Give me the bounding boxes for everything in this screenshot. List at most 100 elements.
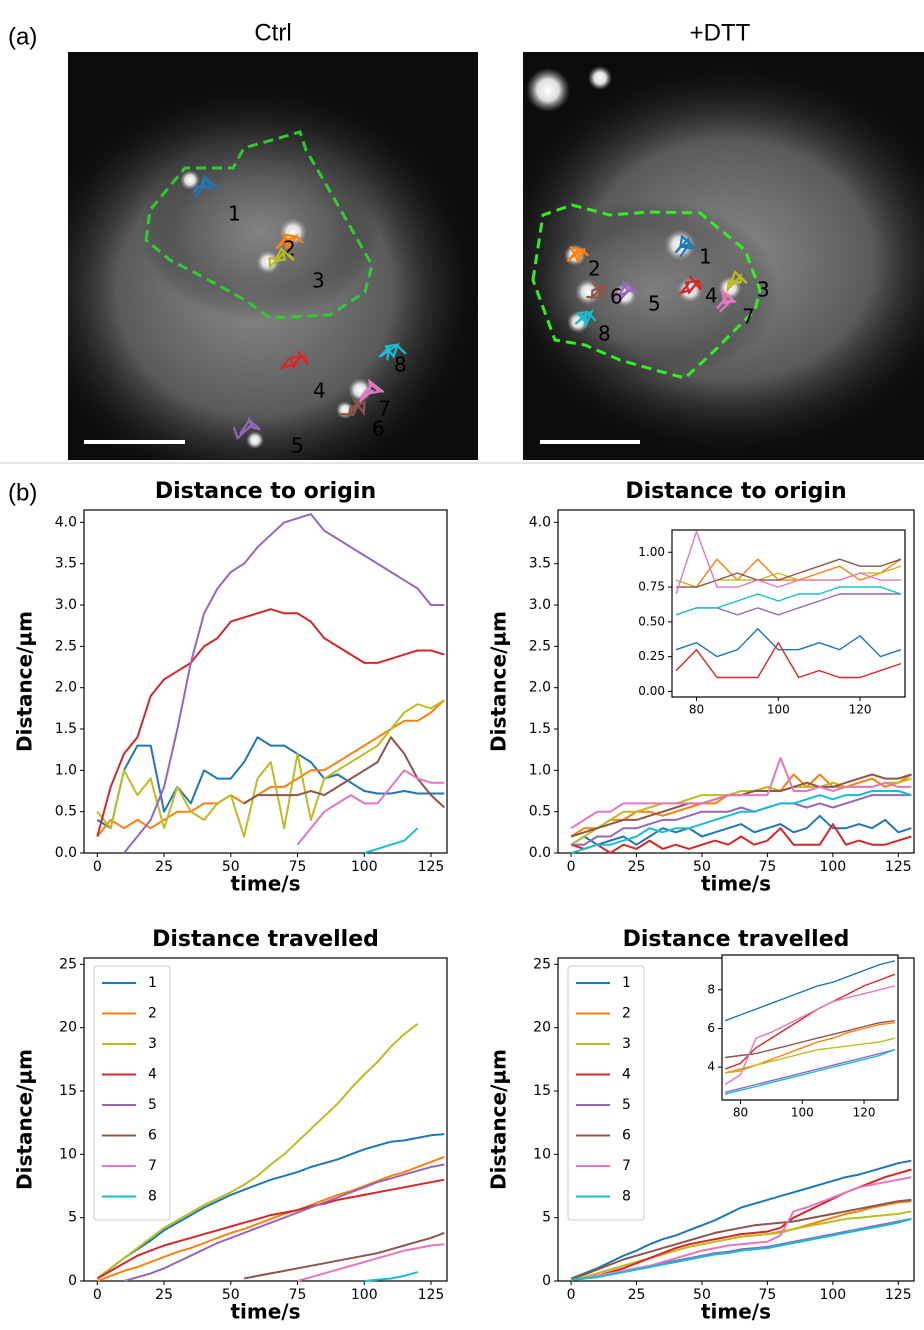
trajectory-label: 8 bbox=[598, 322, 611, 346]
line bbox=[96, 699, 445, 838]
x-axis-label: time/s bbox=[701, 1300, 771, 1324]
legend-label: 5 bbox=[148, 1097, 157, 1113]
y-tick-label: 3.5 bbox=[529, 556, 551, 572]
trajectory-label: 8 bbox=[394, 353, 407, 377]
trajectory-label: 4 bbox=[313, 379, 326, 403]
x-tick-label: 100 bbox=[791, 1106, 814, 1120]
line bbox=[675, 558, 902, 588]
trajectory-label: 5 bbox=[648, 292, 661, 316]
inset-plot bbox=[675, 530, 902, 679]
trajectory bbox=[726, 270, 748, 293]
y-tick-label: 25 bbox=[533, 956, 551, 972]
legend-label: 4 bbox=[622, 1067, 631, 1083]
line bbox=[724, 985, 896, 1086]
y-tick-label: 6 bbox=[707, 1021, 715, 1035]
x-tick-label: 0 bbox=[93, 1287, 102, 1303]
x-tick-label: 100 bbox=[351, 1287, 378, 1303]
x-tick-label: 125 bbox=[885, 859, 912, 875]
chart-title: Distance travelled bbox=[623, 927, 850, 952]
x-tick-label: 100 bbox=[767, 703, 790, 717]
y-tick-label: 0.75 bbox=[638, 580, 665, 594]
legend-label: 3 bbox=[148, 1036, 157, 1052]
y-tick-label: 8 bbox=[707, 982, 715, 996]
line bbox=[123, 1163, 445, 1282]
x-tick-label: 50 bbox=[222, 859, 240, 875]
panel-label: (a) bbox=[8, 23, 37, 50]
line bbox=[724, 973, 896, 1070]
trajectory bbox=[674, 234, 696, 258]
y-tick-label: 0.25 bbox=[638, 649, 665, 663]
x-tick-label: 75 bbox=[289, 859, 307, 875]
panel-label: (b) bbox=[8, 479, 37, 506]
y-tick-label: 3.0 bbox=[55, 597, 77, 613]
y-tick-label: 1.0 bbox=[55, 762, 77, 778]
inset-frame bbox=[671, 529, 906, 698]
y-tick-label: 20 bbox=[533, 1020, 551, 1036]
line bbox=[725, 1020, 895, 1059]
inset-frame bbox=[721, 954, 899, 1101]
y-tick-label: 2.0 bbox=[529, 680, 551, 696]
y-tick-label: 1.5 bbox=[55, 721, 77, 737]
y-tick-label: 15 bbox=[533, 1083, 551, 1099]
y-tick-label: 2.5 bbox=[529, 638, 551, 654]
y-tick-label: 5 bbox=[68, 1210, 77, 1226]
legend-label: 1 bbox=[148, 975, 157, 991]
line bbox=[297, 1243, 445, 1282]
legend-label: 6 bbox=[622, 1128, 631, 1144]
line bbox=[364, 1271, 418, 1282]
line bbox=[676, 558, 902, 588]
y-tick-label: 0.00 bbox=[638, 684, 665, 698]
x-axis-label: time/s bbox=[230, 872, 300, 896]
line bbox=[724, 1049, 896, 1095]
trajectory-label: 7 bbox=[378, 397, 391, 421]
y-tick-label: 0.0 bbox=[55, 845, 77, 861]
trajectory bbox=[716, 288, 737, 313]
y-tick-label: 10 bbox=[533, 1146, 551, 1162]
trajectory bbox=[378, 342, 407, 361]
line bbox=[675, 628, 902, 658]
legend-label: 8 bbox=[622, 1189, 631, 1205]
line bbox=[571, 794, 912, 846]
y-tick-label: 20 bbox=[59, 1020, 77, 1036]
x-tick-label: 25 bbox=[155, 1287, 173, 1303]
legend-label: 6 bbox=[148, 1128, 157, 1144]
line bbox=[123, 513, 445, 854]
y-tick-label: 0 bbox=[68, 1273, 77, 1289]
x-tick-label: 0 bbox=[93, 859, 102, 875]
x-tick-label: 0 bbox=[567, 1287, 576, 1303]
line bbox=[243, 1231, 445, 1280]
ctrl-image bbox=[68, 52, 478, 460]
chart-title: Distance travelled bbox=[152, 927, 379, 952]
y-tick-label: 10 bbox=[59, 1146, 77, 1162]
line bbox=[570, 790, 912, 854]
y-tick-label: 15 bbox=[59, 1083, 77, 1099]
trajectory bbox=[192, 174, 219, 198]
trajectory-label: 6 bbox=[372, 417, 385, 441]
line bbox=[96, 1133, 445, 1280]
line bbox=[570, 1198, 912, 1280]
trajectory-label: 3 bbox=[312, 269, 325, 293]
x-tick-label: 75 bbox=[758, 1287, 776, 1303]
x-tick-label: 125 bbox=[418, 859, 445, 875]
trajectory-label: 2 bbox=[588, 257, 601, 281]
line bbox=[364, 827, 419, 854]
x-tick-label: 100 bbox=[819, 1287, 846, 1303]
y-tick-label: 3.0 bbox=[529, 597, 551, 613]
y-tick-label: 4.0 bbox=[529, 514, 551, 530]
legend-label: 3 bbox=[622, 1036, 631, 1052]
line bbox=[570, 1159, 912, 1280]
trajectory-label: 1 bbox=[699, 245, 712, 269]
line bbox=[96, 608, 445, 837]
legend-box bbox=[93, 965, 171, 1221]
y-tick-label: 0 bbox=[542, 1273, 551, 1289]
legend-label: 8 bbox=[148, 1189, 157, 1205]
trajectory-label: 3 bbox=[757, 278, 770, 302]
x-tick-label: 25 bbox=[628, 859, 646, 875]
line bbox=[724, 1049, 896, 1093]
trajectory-label: 6 bbox=[610, 285, 623, 309]
trajectory bbox=[340, 398, 366, 419]
line bbox=[675, 642, 902, 679]
line bbox=[96, 1155, 445, 1282]
y-tick-label: 0.5 bbox=[529, 804, 551, 820]
